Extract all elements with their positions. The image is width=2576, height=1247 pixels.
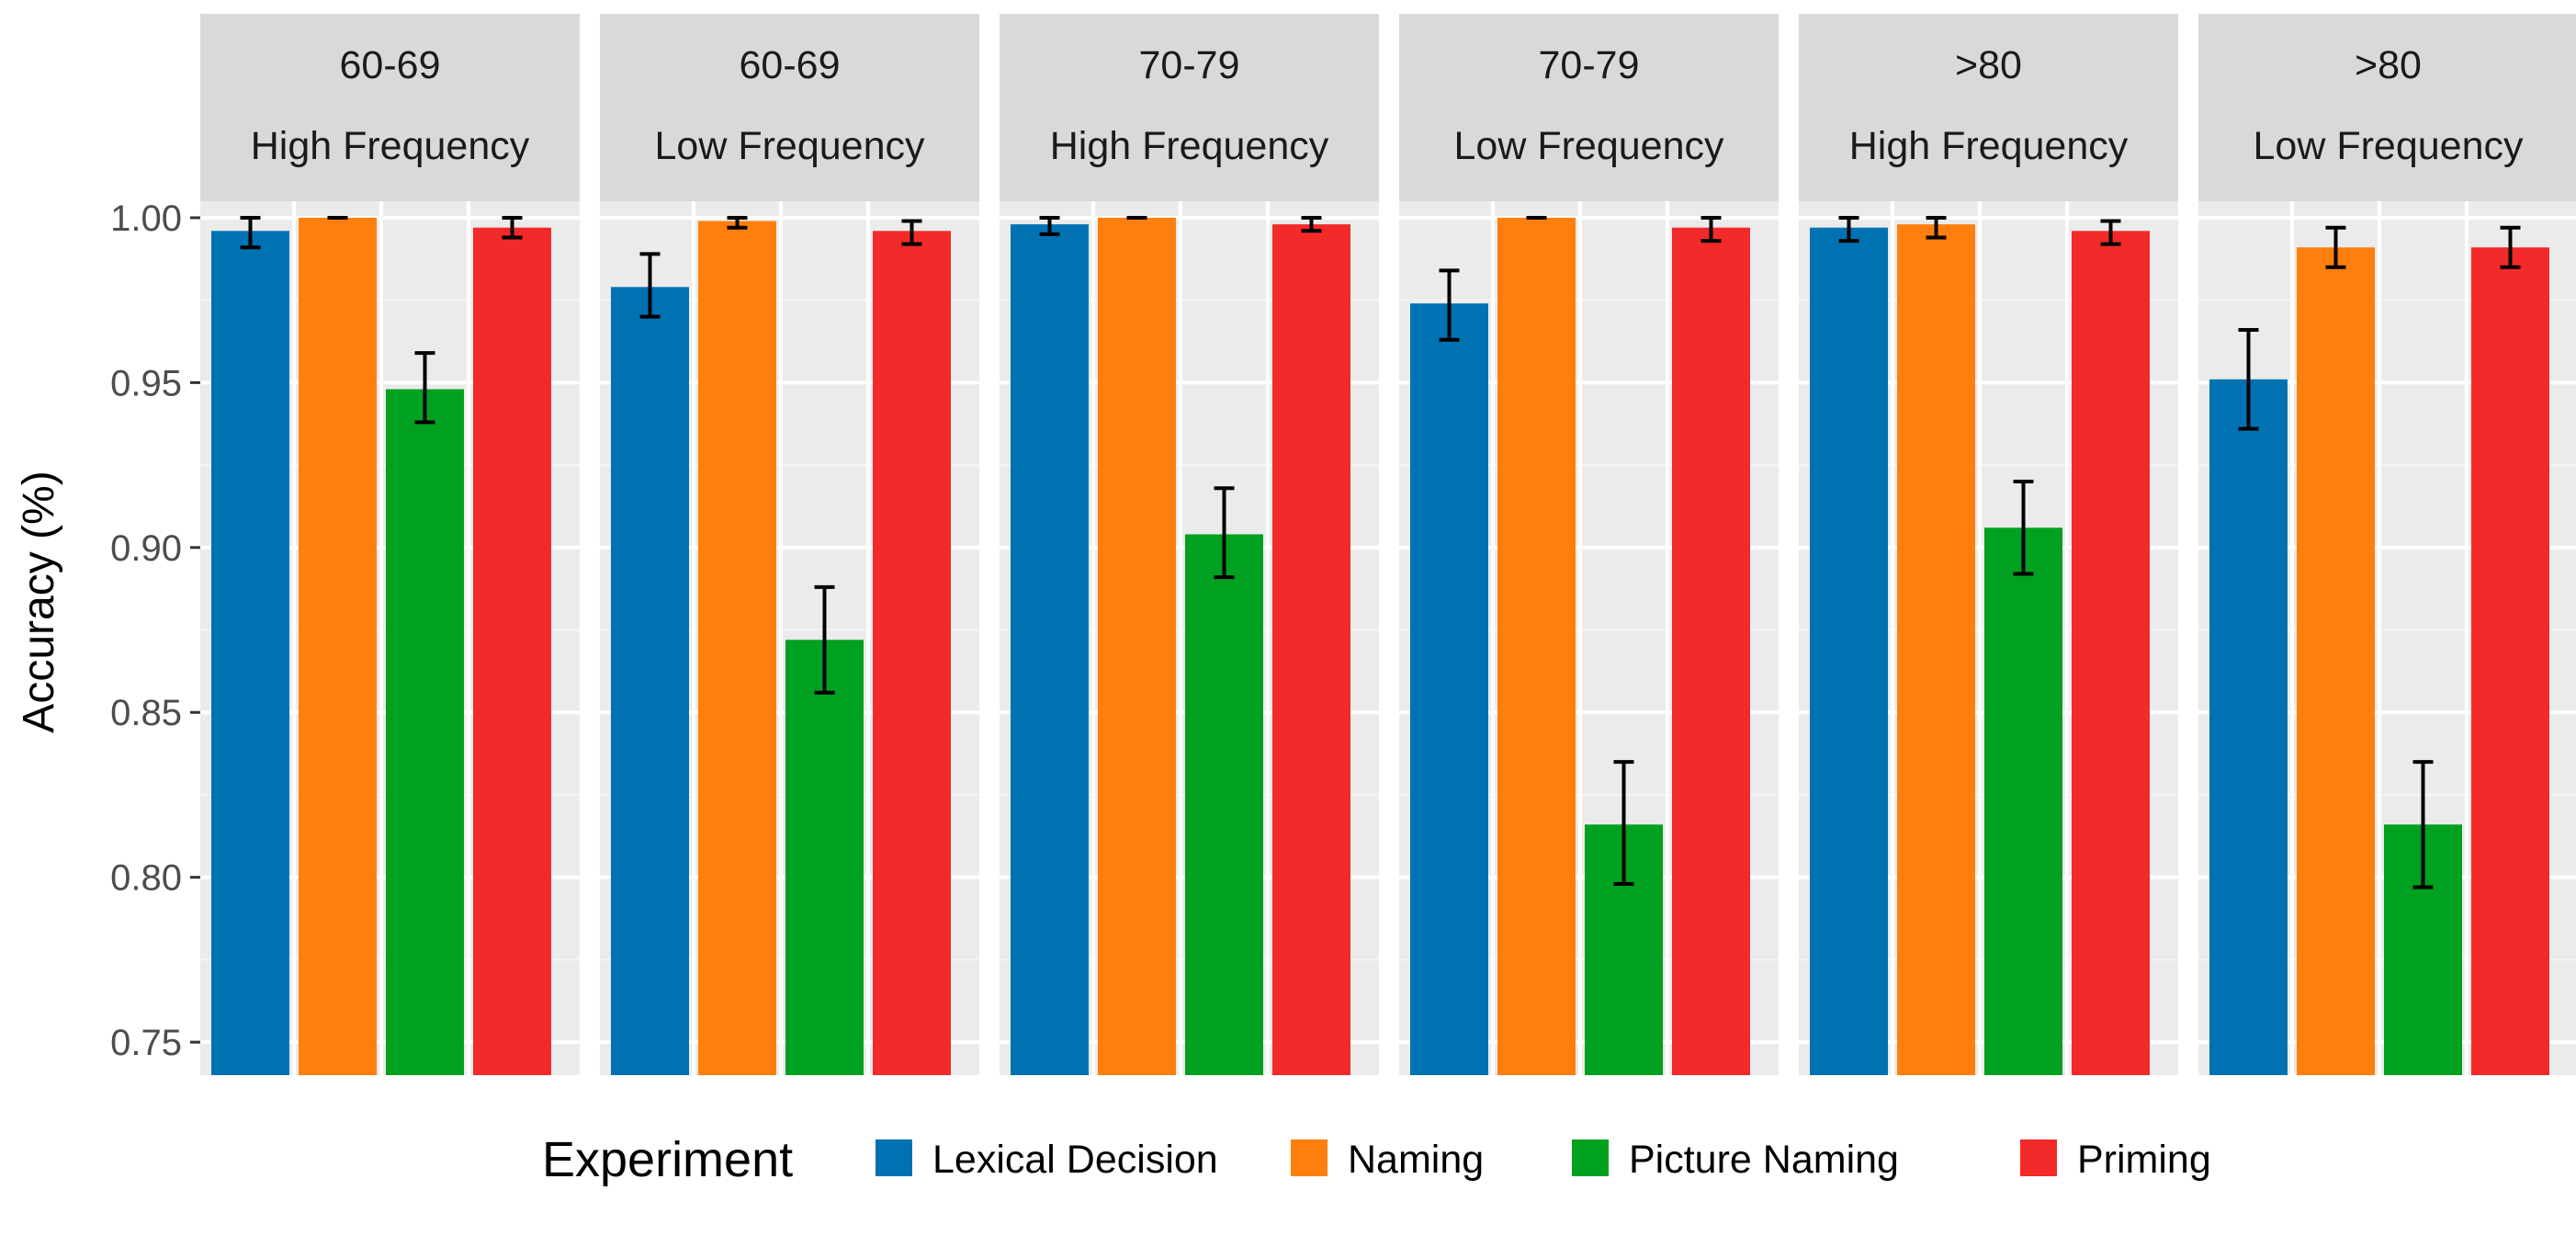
legend-key (1572, 1139, 1609, 1176)
legend-item: Picture Naming (1572, 1138, 1899, 1182)
legend-item: Priming (2020, 1138, 2211, 1182)
error-bar (1439, 268, 1460, 342)
error-bar (901, 219, 922, 246)
error-bar (2013, 480, 2034, 576)
facet-panel: 70-79 Low Frequency (1399, 14, 1779, 1076)
bar (1672, 227, 1750, 1076)
facet-panel: >80 Low Frequency (2198, 14, 2576, 1075)
y-tick-label: 0.95 (110, 363, 182, 403)
facet-strip-label-frequency: High Frequency (1050, 124, 1329, 168)
facet-strip-label-age: 70-79 (1539, 43, 1640, 87)
bar (1897, 224, 1975, 1076)
error-bar (1613, 760, 1634, 886)
bar (1497, 217, 1576, 1076)
bar (386, 389, 464, 1076)
error-bar (1039, 215, 1060, 236)
legend-label: Lexical Decision (932, 1138, 1218, 1182)
error-bar (1700, 215, 1722, 244)
facet-panel: 60-69 Low Frequency (600, 14, 979, 1076)
facet-panel: 70-79 High Frequency (1000, 14, 1379, 1076)
bar (2297, 247, 2375, 1075)
bar (1098, 217, 1176, 1076)
legend-item: Lexical Decision (876, 1138, 1218, 1182)
error-bar (2325, 225, 2346, 269)
error-bar (240, 215, 261, 250)
error-bar (2412, 760, 2434, 890)
facet-strip (1000, 14, 1379, 201)
bar (211, 231, 289, 1076)
bar (698, 221, 776, 1075)
bar (2209, 379, 2288, 1075)
legend-key (2020, 1139, 2057, 1176)
facet-strip-label-age: >80 (2355, 43, 2422, 87)
legend-label: Priming (2077, 1138, 2211, 1182)
bar (1185, 534, 1263, 1075)
facet-strip (200, 14, 580, 201)
facet-strip-label-age: >80 (1955, 43, 2022, 87)
bar (1810, 227, 1888, 1076)
legend-label: Naming (1348, 1138, 1484, 1182)
error-bar (2100, 219, 2121, 246)
y-tick-label: 0.90 (110, 528, 182, 569)
facet-strip-label-frequency: Low Frequency (2254, 124, 2524, 168)
bar (1011, 224, 1089, 1076)
error-bar (414, 351, 435, 425)
facet-strip-label-age: 60-69 (340, 43, 441, 87)
bar (873, 231, 951, 1076)
bar (1984, 527, 2062, 1075)
facet-strip-label-age: 70-79 (1139, 43, 1240, 87)
error-bar (1301, 215, 1322, 233)
bar (473, 227, 551, 1076)
facet-strip (600, 14, 979, 201)
error-bar (1214, 486, 1235, 580)
error-bar (639, 252, 661, 319)
legend-label: Picture Naming (1629, 1138, 1899, 1182)
bar (299, 217, 377, 1076)
legend-title: Experiment (542, 1132, 793, 1187)
bar (2471, 247, 2549, 1075)
facet-strip-label-age: 60-69 (740, 43, 841, 87)
y-axis-title: Accuracy (%) (15, 470, 63, 732)
bar (2072, 231, 2150, 1076)
bar (611, 287, 689, 1075)
error-bar (2500, 225, 2521, 269)
facet-strip-label-frequency: High Frequency (1849, 124, 2129, 168)
legend: Experiment Lexical Decision Naming Picture … (542, 1132, 2211, 1187)
error-bar (2238, 327, 2259, 431)
legend-key (876, 1139, 912, 1176)
facet-strip-label-frequency: High Frequency (251, 124, 530, 168)
y-tick-label: 1.00 (110, 198, 182, 239)
y-tick-label: 0.80 (110, 858, 182, 899)
error-bar (1838, 215, 1859, 244)
y-axis: 0.75 0.80 0.85 0.90 0.95 1.00 (110, 198, 200, 1063)
facet-panel: 60-69 High Frequency (200, 14, 580, 1076)
error-bar (814, 584, 835, 695)
facet-strip-label-frequency: Low Frequency (655, 124, 925, 168)
error-bar (727, 215, 748, 230)
bar (1410, 303, 1488, 1076)
y-tick-label: 0.85 (110, 693, 182, 733)
y-tick-label: 0.75 (110, 1023, 182, 1063)
legend-key (1291, 1139, 1328, 1176)
bar (1272, 224, 1350, 1076)
legend-item: Naming (1291, 1138, 1484, 1182)
error-bar (1926, 215, 1947, 240)
facet-strip (2198, 14, 2576, 201)
facet-panel: >80 High Frequency (1799, 14, 2178, 1076)
bar (785, 640, 864, 1075)
error-bar (502, 215, 523, 240)
facet-strip-label-frequency: Low Frequency (1454, 124, 1724, 168)
facet-strip (1399, 14, 1779, 201)
facet-strip (1799, 14, 2178, 201)
